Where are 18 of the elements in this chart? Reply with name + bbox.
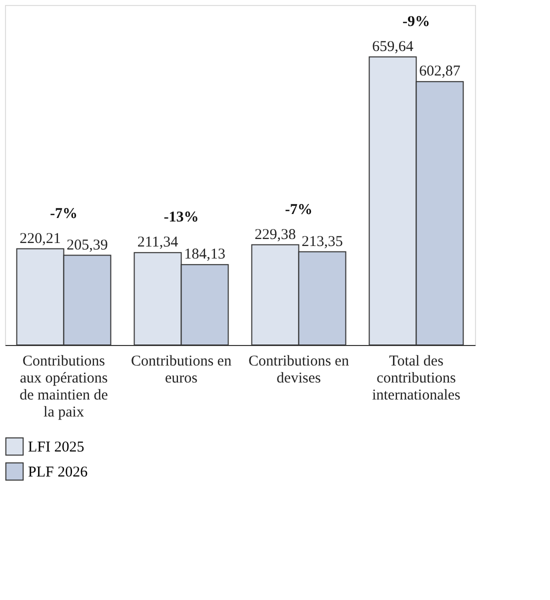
annotation: -13% xyxy=(164,210,199,226)
x-tick-label: Contributions aux opérations de maintien de la paix xyxy=(20,354,108,420)
text: -9% xyxy=(402,14,430,30)
data-label: 659,64 xyxy=(372,38,414,55)
x-tick-label: Contributions en euros xyxy=(131,354,232,386)
x-tick-label: Contributions en devises xyxy=(248,354,350,386)
data-label: 211,34 xyxy=(137,234,179,251)
annotation: -7% xyxy=(50,206,78,222)
legend-label: PLF 2026 xyxy=(28,464,88,480)
data-label: 602,87 xyxy=(419,64,461,80)
data-label: 220,21 xyxy=(20,230,61,247)
data-label: 229,38 xyxy=(254,226,296,243)
data-label: 213,35 xyxy=(302,234,343,250)
annotation: -7% xyxy=(285,202,312,218)
x-tick-label: Total des contributions internationales xyxy=(372,354,461,404)
data-label: 184,13 xyxy=(184,246,226,263)
data-label: 205,39 xyxy=(66,237,108,254)
legend-label: LFI 2025 xyxy=(28,440,84,456)
